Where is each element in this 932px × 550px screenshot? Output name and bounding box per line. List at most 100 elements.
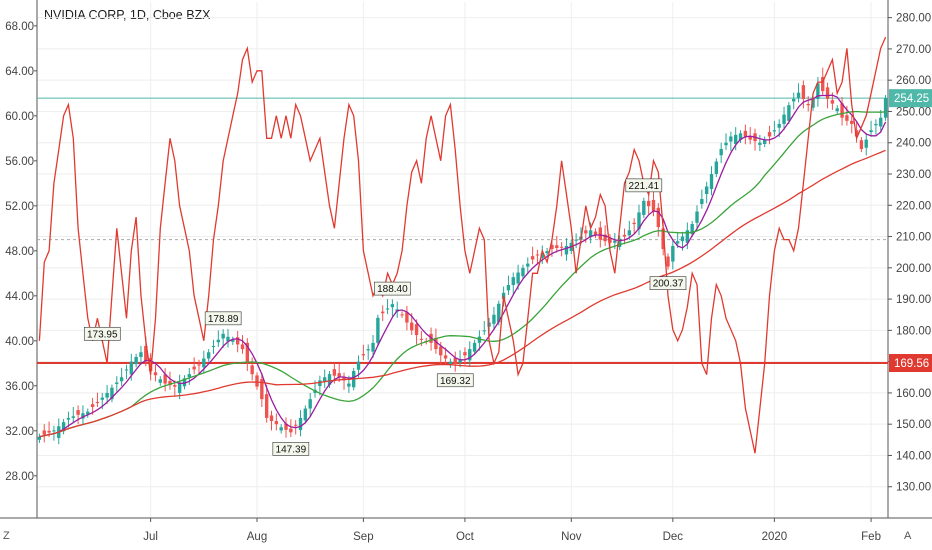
- price-annotation: 147.39: [272, 442, 310, 456]
- price-tick-label: 160.00: [896, 388, 931, 400]
- candle-body: [366, 349, 370, 351]
- candle-body: [714, 161, 719, 174]
- candle-body: [129, 361, 133, 375]
- indicator-line: [38, 36, 887, 454]
- candle-body: [410, 322, 414, 331]
- candle-body: [850, 120, 854, 124]
- candle-body: [458, 359, 462, 363]
- price-annotation: 200.37: [649, 276, 687, 290]
- candle-body: [482, 330, 486, 332]
- candle-body: [284, 423, 288, 430]
- candle-body: [105, 392, 109, 398]
- candle-body: [632, 222, 636, 225]
- auto-scale-button[interactable]: A: [904, 530, 912, 542]
- candle-body: [661, 228, 665, 250]
- candle-body: [782, 114, 786, 124]
- candle-body: [724, 142, 728, 146]
- candle-body: [545, 251, 549, 254]
- candle-body: [792, 98, 796, 102]
- candle-body: [192, 366, 196, 370]
- candle-body: [603, 234, 607, 242]
- candle-body: [173, 385, 177, 387]
- candle-body: [119, 377, 124, 382]
- candle-body: [854, 130, 859, 137]
- indicator-tick-label: 40.00: [5, 336, 34, 348]
- candle-body: [318, 380, 322, 387]
- annotation-label: 173.95: [87, 329, 118, 340]
- candle-body: [777, 123, 781, 128]
- candle-body: [400, 314, 404, 316]
- candle-body: [555, 245, 559, 249]
- candle-body: [61, 422, 66, 432]
- timezone-button[interactable]: Z: [3, 530, 10, 542]
- candle-body: [76, 410, 80, 415]
- candle-body: [216, 339, 221, 343]
- candle-body: [298, 417, 303, 431]
- time-tick-label: Dec: [663, 531, 684, 543]
- candle-body: [371, 342, 375, 352]
- candle-body: [656, 207, 661, 228]
- candle-body: [376, 317, 380, 343]
- indicator-tick-label: 56.00: [5, 156, 34, 168]
- time-tick-label: 2020: [762, 531, 788, 543]
- candle-body: [163, 374, 167, 384]
- candle-body: [748, 136, 752, 140]
- horizontal-line-label-bg: [889, 354, 932, 373]
- candle-body: [506, 285, 511, 291]
- price-tick-label: 200.00: [896, 263, 931, 275]
- candle-body: [796, 92, 801, 98]
- candle-body: [811, 98, 815, 108]
- candle-body: [443, 355, 448, 359]
- candle-body: [472, 342, 477, 352]
- candle-body: [530, 256, 535, 260]
- candle-body: [564, 245, 569, 255]
- candle-body: [303, 408, 308, 421]
- candle-body: [37, 436, 42, 440]
- candle-body: [90, 404, 95, 407]
- indicator-tick-label: 44.00: [5, 291, 34, 303]
- price-tick-label: 240.00: [896, 138, 931, 150]
- candle-body: [559, 246, 564, 248]
- candle-body: [767, 132, 772, 137]
- last-price-label: 254.25: [894, 93, 929, 105]
- candle-body: [772, 130, 777, 132]
- candle-body: [593, 231, 598, 235]
- annotation-label: 221.41: [629, 181, 660, 192]
- candle-body: [308, 399, 312, 409]
- candle-body: [332, 369, 337, 376]
- candle-body: [787, 105, 791, 121]
- indicator-tick-label: 52.00: [5, 201, 34, 213]
- annotation-box: [272, 442, 310, 456]
- candle-body: [642, 200, 646, 215]
- candle-body: [158, 379, 162, 383]
- indicator-tick-label: 60.00: [5, 111, 34, 123]
- candle-body: [269, 415, 274, 422]
- indicator-tick-label: 64.00: [5, 66, 34, 78]
- candle-body: [187, 374, 192, 378]
- moving-average-line: [39, 94, 887, 438]
- candle-body: [453, 357, 457, 364]
- chart-title: NVIDIA CORP, 1D, Cboe BZX: [44, 8, 211, 22]
- candle-body: [337, 373, 341, 378]
- candle-body: [279, 427, 283, 431]
- candle-body: [821, 77, 825, 92]
- candle-body: [52, 430, 56, 432]
- candle-body: [439, 346, 443, 356]
- candle-body: [419, 338, 424, 340]
- candle-body: [651, 199, 656, 212]
- candle-body: [153, 372, 158, 376]
- candle-body: [526, 263, 530, 267]
- price-tick-label: 190.00: [896, 294, 931, 306]
- candle-body: [86, 411, 90, 415]
- price-tick-label: 270.00: [896, 44, 931, 56]
- time-tick-label: Jul: [143, 531, 158, 543]
- candle-body: [148, 357, 153, 372]
- candle-body: [221, 333, 225, 339]
- indicator-tick-label: 32.00: [5, 426, 34, 438]
- price-annotation: 178.89: [204, 311, 242, 326]
- candle-body: [675, 241, 680, 244]
- candle-body: [202, 358, 206, 368]
- candle-body: [874, 123, 878, 126]
- candle-body: [845, 115, 849, 121]
